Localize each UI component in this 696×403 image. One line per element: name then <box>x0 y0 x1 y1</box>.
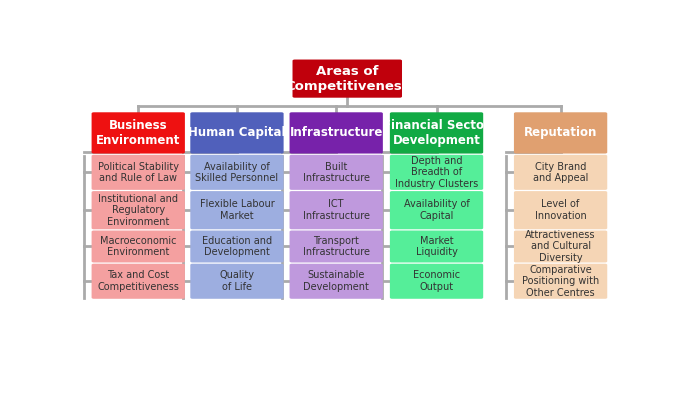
FancyBboxPatch shape <box>190 155 283 190</box>
Text: Built
Infrastructure: Built Infrastructure <box>303 162 370 183</box>
Text: Quality
of Life: Quality of Life <box>219 270 255 292</box>
Text: Flexible Labour
Market: Flexible Labour Market <box>200 199 274 221</box>
FancyBboxPatch shape <box>190 231 283 262</box>
FancyBboxPatch shape <box>290 231 383 262</box>
FancyBboxPatch shape <box>190 191 283 229</box>
Text: Infrastructure: Infrastructure <box>290 127 383 139</box>
FancyBboxPatch shape <box>390 231 483 262</box>
FancyBboxPatch shape <box>514 191 607 229</box>
FancyBboxPatch shape <box>290 112 383 154</box>
Text: Areas of
Competitiveness: Areas of Competitiveness <box>285 64 409 93</box>
FancyBboxPatch shape <box>514 264 607 299</box>
Text: Reputation: Reputation <box>524 127 597 139</box>
Text: Financial Sector
Development: Financial Sector Development <box>383 119 490 147</box>
FancyBboxPatch shape <box>390 112 483 154</box>
Text: City Brand
and Appeal: City Brand and Appeal <box>533 162 588 183</box>
FancyBboxPatch shape <box>514 155 607 190</box>
Text: Attractiveness
and Cultural
Diversity: Attractiveness and Cultural Diversity <box>525 230 596 263</box>
FancyBboxPatch shape <box>92 231 185 262</box>
Text: Market
Liquidity: Market Liquidity <box>416 236 457 257</box>
FancyBboxPatch shape <box>92 155 185 190</box>
Text: Depth and
Breadth of
Industry Clusters: Depth and Breadth of Industry Clusters <box>395 156 478 189</box>
FancyBboxPatch shape <box>190 264 283 299</box>
FancyBboxPatch shape <box>390 155 483 190</box>
Text: Tax and Cost
Competitiveness: Tax and Cost Competitiveness <box>97 270 179 292</box>
FancyBboxPatch shape <box>514 112 607 154</box>
FancyBboxPatch shape <box>292 60 402 98</box>
FancyBboxPatch shape <box>92 112 185 154</box>
Text: ICT
Infrastructure: ICT Infrastructure <box>303 199 370 221</box>
Text: Comparative
Positioning with
Other Centres: Comparative Positioning with Other Centr… <box>522 265 599 298</box>
FancyBboxPatch shape <box>390 191 483 229</box>
FancyBboxPatch shape <box>290 264 383 299</box>
Text: Economic
Output: Economic Output <box>413 270 460 292</box>
Text: Availability of
Skilled Personnel: Availability of Skilled Personnel <box>196 162 278 183</box>
Text: Education and
Development: Education and Development <box>202 236 272 257</box>
Text: Level of
Innovation: Level of Innovation <box>535 199 587 221</box>
FancyBboxPatch shape <box>92 264 185 299</box>
Text: Business
Environment: Business Environment <box>96 119 180 147</box>
Text: Transport
Infrastructure: Transport Infrastructure <box>303 236 370 257</box>
Text: Sustainable
Development: Sustainable Development <box>303 270 369 292</box>
Text: Human Capital: Human Capital <box>188 127 285 139</box>
Text: Institutional and
Regulatory
Environment: Institutional and Regulatory Environment <box>98 193 178 227</box>
FancyBboxPatch shape <box>190 112 283 154</box>
Text: Political Stability
and Rule of Law: Political Stability and Rule of Law <box>97 162 179 183</box>
FancyBboxPatch shape <box>290 155 383 190</box>
FancyBboxPatch shape <box>92 191 185 229</box>
FancyBboxPatch shape <box>290 191 383 229</box>
FancyBboxPatch shape <box>390 264 483 299</box>
FancyBboxPatch shape <box>514 231 607 262</box>
Text: Macroeconomic
Environment: Macroeconomic Environment <box>100 236 177 257</box>
Text: Availability of
Capital: Availability of Capital <box>404 199 469 221</box>
